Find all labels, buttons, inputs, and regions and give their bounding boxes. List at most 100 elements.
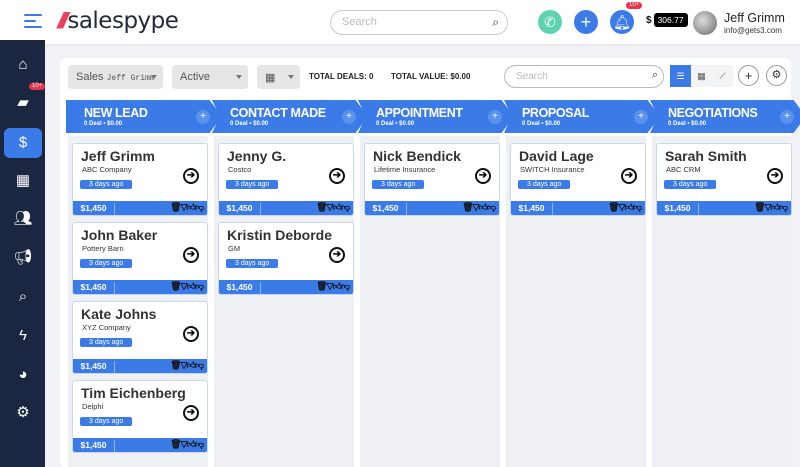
logo[interactable]: ///salespype <box>54 8 179 34</box>
add-button[interactable]: + <box>574 10 598 34</box>
deal-card[interactable]: Jeff Grimm ABC Company 3 days ago ➔ $1,450 🗑︎… <box>72 143 208 216</box>
contact-name[interactable]: Tim Eichenberg <box>81 385 186 401</box>
deal-card[interactable]: Kate Johns XYZ Company 3 days ago ➔ $1,450 🗑︎… <box>72 301 208 374</box>
filter-icon[interactable]: ▽ <box>326 202 334 212</box>
trash-icon[interactable]: 🗑︎ <box>170 281 181 291</box>
thumbs-up-icon[interactable]: 👍︎ <box>186 360 195 370</box>
filter-icon[interactable]: ▽ <box>180 281 188 291</box>
arrow-right-icon[interactable]: ➔ <box>767 168 783 184</box>
thumbs-up-icon[interactable]: 👍︎ <box>478 202 487 212</box>
arrow-right-icon[interactable]: ➔ <box>329 247 345 263</box>
thumbs-down-icon[interactable]: 👎︎ <box>486 202 496 212</box>
calendar-icon[interactable]: ▦ <box>15 172 31 189</box>
date-filter[interactable]: ▦ <box>257 65 300 89</box>
thumbs-up-icon[interactable]: 👍︎ <box>332 281 341 291</box>
stage-header: NEW LEAD 0 Deal • $0.00 + <box>66 100 222 133</box>
thumbs-up-icon[interactable]: 👍︎ <box>624 202 633 212</box>
filter-icon[interactable]: ▽ <box>764 202 772 212</box>
dollar-icon[interactable]: $ <box>4 128 42 158</box>
add-to-stage-button[interactable]: + <box>342 110 356 124</box>
trash-icon[interactable]: 🗑︎ <box>462 202 473 212</box>
thumbs-down-icon[interactable]: 👎︎ <box>194 360 204 370</box>
thumbs-up-icon[interactable]: 👍︎ <box>770 202 779 212</box>
filter-icon[interactable]: ▽ <box>618 202 626 212</box>
pipeline-select[interactable]: Sales Jeff Grimm <box>68 65 163 89</box>
contact-name[interactable]: John Baker <box>81 227 158 243</box>
add-to-stage-button[interactable]: + <box>634 110 648 124</box>
trash-icon[interactable]: 🗑︎ <box>754 202 765 212</box>
deal-card[interactable]: Nick Bendick Lifetime Insurance 3 days ago… <box>364 143 500 216</box>
deal-card[interactable]: Sarah Smith ABC CRM 3 days ago ➔ $1,450 🗑︎▽👍︎… <box>656 143 792 216</box>
thumbs-down-icon[interactable]: 👎︎ <box>340 281 350 291</box>
company-name: ABC Company <box>82 165 132 174</box>
arrow-right-icon[interactable]: ➔ <box>183 168 199 184</box>
pie-chart-icon[interactable]: ◕ <box>18 366 28 383</box>
thumbs-up-icon[interactable]: 👍︎ <box>186 439 195 449</box>
add-to-stage-button[interactable]: + <box>488 110 502 124</box>
contact-name[interactable]: David Lage <box>519 148 594 164</box>
phone-button[interactable]: ✆ <box>538 10 562 34</box>
add-to-stage-button[interactable]: + <box>196 110 210 124</box>
thumbs-up-icon[interactable]: 👍︎ <box>186 202 195 212</box>
thumbs-up-icon[interactable]: 👍︎ <box>332 202 341 212</box>
contact-name[interactable]: Nick Bendick <box>373 148 461 164</box>
arrow-right-icon[interactable]: ➔ <box>183 326 199 342</box>
status-select[interactable]: Active <box>172 65 248 89</box>
thumbs-down-icon[interactable]: 👎︎ <box>194 439 204 449</box>
arrow-right-icon[interactable]: ➔ <box>329 168 345 184</box>
contact-name[interactable]: Kristin Deborde <box>227 227 333 243</box>
gear-icon[interactable]: ⚙ <box>16 404 30 421</box>
trash-icon[interactable]: 🗑︎ <box>316 202 327 212</box>
chart-view-button[interactable]: ⟋ <box>712 65 733 87</box>
trash-icon[interactable]: 🗑︎ <box>170 202 181 212</box>
home-icon[interactable]: ⌂ <box>18 56 28 73</box>
deal-card[interactable]: Tim Eichenberg Delphi 3 days ago ➔ $1,450 🗑︎▽… <box>72 380 208 453</box>
header-search-input[interactable]: Search ⌕ <box>330 10 508 35</box>
avatar[interactable] <box>693 11 717 35</box>
grid-view-button[interactable]: ▦ <box>691 65 712 87</box>
contact-name[interactable]: Jenny G. <box>227 148 287 164</box>
deal-card[interactable]: Kristin Deborde GM 3 days ago ➔ $1,450 🗑︎▽👍︎👎… <box>218 222 354 295</box>
arrow-right-icon[interactable]: ➔ <box>183 247 199 263</box>
trash-icon[interactable]: 🗑︎ <box>170 360 181 370</box>
trash-icon[interactable]: 🗑︎ <box>170 439 181 449</box>
thumbs-up-icon[interactable]: 👍︎ <box>186 281 195 291</box>
filter-icon[interactable]: ▽ <box>472 202 480 212</box>
contacts-icon[interactable]: 👥︎ <box>13 210 33 227</box>
notification-button[interactable]: 🔔︎ <box>610 10 634 34</box>
contact-name[interactable]: Jeff Grimm <box>81 148 155 164</box>
filter-icon[interactable]: ▽ <box>180 360 188 370</box>
add-deal-button[interactable]: + <box>738 65 759 86</box>
megaphone-icon[interactable]: 📢︎ <box>13 249 33 266</box>
add-to-stage-button[interactable]: + <box>780 110 794 124</box>
thumbs-down-icon[interactable]: 👎︎ <box>194 281 204 291</box>
chat-icon[interactable]: ▰ <box>17 94 29 111</box>
pipeline-search-input[interactable]: Search ⌕ <box>504 65 664 88</box>
search-zoom-icon[interactable]: ⌕ <box>18 288 28 305</box>
filter-icon[interactable]: ▽ <box>180 202 188 212</box>
menu-toggle-icon[interactable] <box>24 14 42 32</box>
deal-card[interactable]: John Baker Pottery Barn 3 days ago ➔ $1,450 🗑… <box>72 222 208 295</box>
trash-icon[interactable]: 🗑︎ <box>316 281 327 291</box>
thumbs-down-icon[interactable]: 👎︎ <box>194 202 204 212</box>
card-footer: $1,450 🗑︎▽👍︎👎︎ <box>511 201 645 215</box>
arrow-right-icon[interactable]: ➔ <box>475 168 491 184</box>
deal-card[interactable]: Jenny G. Costco 3 days ago ➔ $1,450 🗑︎▽👍︎👎︎ <box>218 143 354 216</box>
trash-icon[interactable]: 🗑︎ <box>608 202 619 212</box>
list-view-button[interactable]: ☰ <box>670 65 691 87</box>
settings-button[interactable]: ⚙ <box>766 65 787 86</box>
contact-name[interactable]: Sarah Smith <box>665 148 747 164</box>
deal-card[interactable]: David Lage SWITCH Insurance 3 days ago ➔ $1,… <box>510 143 646 216</box>
stage-summary: 0 Deal • $0.00 <box>376 121 415 127</box>
search-icon[interactable]: ⌕ <box>492 15 499 29</box>
filter-icon[interactable]: ▽ <box>326 281 334 291</box>
bolt-icon[interactable]: ϟ <box>19 327 27 344</box>
filter-icon[interactable]: ▽ <box>180 439 188 449</box>
search-icon[interactable]: ⌕ <box>651 69 658 81</box>
thumbs-down-icon[interactable]: 👎︎ <box>340 202 350 212</box>
thumbs-down-icon[interactable]: 👎︎ <box>778 202 788 212</box>
arrow-right-icon[interactable]: ➔ <box>183 405 199 421</box>
arrow-right-icon[interactable]: ➔ <box>621 168 637 184</box>
contact-name[interactable]: Kate Johns <box>81 306 157 322</box>
thumbs-down-icon[interactable]: 👎︎ <box>632 202 642 212</box>
